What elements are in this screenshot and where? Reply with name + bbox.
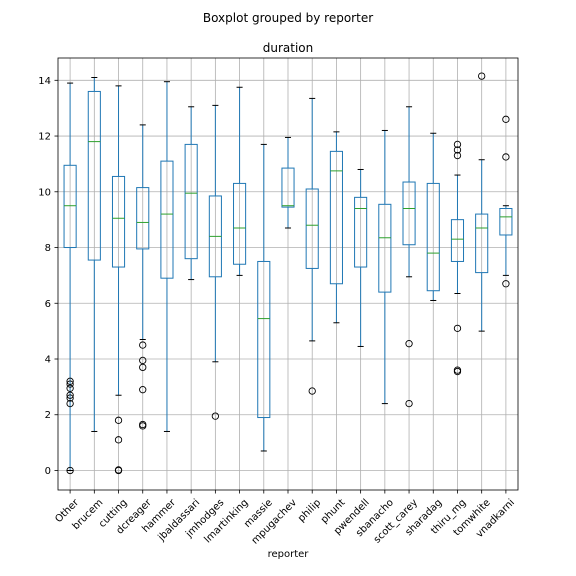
- box-group: [208, 104, 222, 420]
- axis-layer: 02468101214Otherbrucemcuttingdcreagerham…: [38, 57, 519, 547]
- flier-point: [453, 146, 462, 154]
- box-iqr: [426, 182, 440, 292]
- box-iqr: [475, 213, 489, 274]
- box-group: [63, 82, 77, 475]
- flier-point: [453, 151, 462, 160]
- chart-title: duration: [263, 41, 314, 55]
- box-iqr: [354, 196, 368, 268]
- flier-point: [405, 399, 413, 408]
- y-tick-label: 6: [45, 299, 51, 310]
- box-iqr: [87, 90, 101, 261]
- y-tick-label: 12: [38, 132, 51, 143]
- flier-point: [66, 380, 74, 388]
- box-iqr: [329, 150, 343, 285]
- box-iqr: [184, 143, 198, 260]
- flier-point: [66, 466, 74, 475]
- flier-point: [478, 72, 486, 80]
- box-group: [475, 72, 489, 332]
- box-group: [111, 85, 126, 475]
- flier-point: [502, 153, 510, 161]
- box-iqr: [160, 160, 174, 279]
- y-tick-label: 8: [45, 243, 51, 254]
- chart-suptitle: Boxplot grouped by reporter: [203, 11, 373, 25]
- x-axis-label: reporter: [268, 549, 310, 560]
- flier-point: [66, 377, 74, 385]
- flier-point: [66, 394, 74, 402]
- flier-point: [139, 386, 147, 394]
- box-iqr: [233, 182, 247, 265]
- box-group: [354, 168, 368, 347]
- box-group: [402, 106, 416, 408]
- flier-point: [453, 324, 462, 332]
- y-tick-label: 0: [45, 466, 51, 477]
- flier-point: [453, 367, 462, 376]
- flier-point: [139, 356, 147, 365]
- box-group: [87, 77, 101, 432]
- box-iqr: [281, 167, 295, 208]
- flier-point: [139, 422, 147, 430]
- box-iqr: [305, 188, 319, 269]
- grid-layer: [58, 58, 518, 490]
- y-tick-label: 10: [38, 187, 51, 198]
- box-group: [233, 86, 247, 276]
- box-iqr: [450, 219, 465, 262]
- box-group: [257, 143, 271, 452]
- box-group: [378, 129, 392, 405]
- box-iqr: [111, 175, 126, 268]
- box-group: [499, 115, 513, 288]
- flier-point: [502, 115, 510, 123]
- box-iqr: [63, 164, 77, 249]
- flier-point: [502, 280, 510, 288]
- flier-point: [139, 341, 147, 349]
- box-group: [281, 136, 295, 229]
- box-iqr: [378, 203, 392, 293]
- flier-point: [139, 363, 147, 372]
- y-tick-label: 14: [38, 76, 51, 87]
- box-group: [305, 97, 319, 395]
- x-tick-label: philip: [296, 497, 323, 524]
- box-iqr: [257, 260, 271, 419]
- flier-point: [66, 384, 74, 392]
- flier-point: [66, 391, 74, 399]
- box-iqr: [136, 187, 150, 250]
- flier-point: [114, 466, 123, 475]
- box-iqr: [402, 181, 416, 246]
- box-group: [329, 131, 343, 324]
- flier-point: [308, 387, 316, 395]
- box-group: [160, 81, 174, 432]
- y-tick-label: 2: [45, 410, 51, 421]
- flier-point: [114, 436, 123, 444]
- flier-point: [211, 412, 220, 420]
- flier-point: [405, 340, 413, 348]
- flier-point: [453, 140, 462, 149]
- flier-point: [66, 399, 74, 408]
- box-iqr: [499, 208, 513, 236]
- box-layer: [63, 72, 513, 475]
- y-tick-label: 4: [45, 355, 51, 366]
- box-group: [426, 132, 440, 301]
- box-group: [450, 140, 465, 376]
- box-group: [136, 124, 150, 430]
- box-group: [184, 106, 198, 281]
- flier-point: [114, 416, 123, 424]
